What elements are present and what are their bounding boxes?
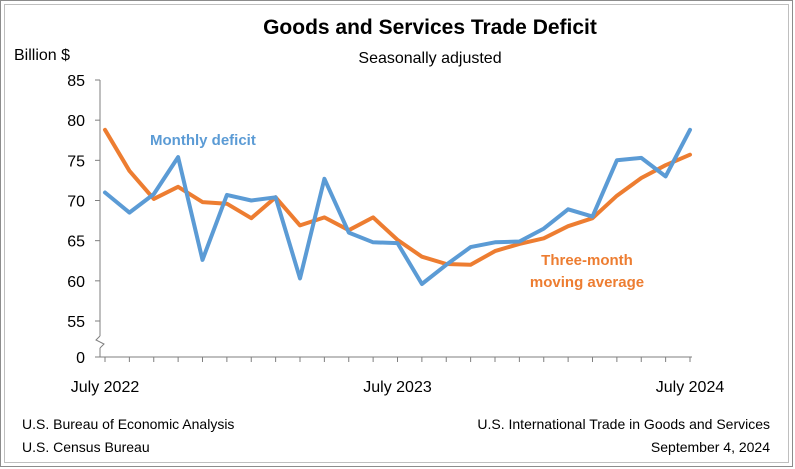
chart-frame-inner — [4, 4, 789, 463]
monthly-deficit-line — [103, 127, 692, 286]
y-tick-label: 80 — [67, 113, 85, 130]
y-tick-label: 55 — [67, 314, 85, 331]
y-tick-label: 70 — [67, 194, 85, 211]
y-axis-label: Billion $ — [14, 47, 70, 64]
series-lines — [103, 127, 692, 286]
source-right-line2: September 4, 2024 — [651, 439, 770, 455]
y-axis-break — [95, 335, 105, 349]
chart-title: Goods and Services Trade Deficit — [263, 16, 597, 39]
y-tick-label: 60 — [67, 274, 85, 291]
y-axis: 85 80 75 70 65 60 55 0 — [67, 73, 105, 367]
x-tick-label: July 2023 — [363, 379, 432, 396]
series-label-monthly: Monthly deficit — [150, 132, 256, 149]
x-tick-label: July 2022 — [71, 379, 140, 396]
x-tick-label: July 2024 — [656, 379, 725, 396]
source-left-line1: U.S. Bureau of Economic Analysis — [22, 416, 234, 432]
chart-subtitle: Seasonally adjusted — [358, 50, 501, 67]
source-left-line2: U.S. Census Bureau — [22, 439, 150, 455]
source-right-line1: U.S. International Trade in Goods and Se… — [477, 416, 770, 432]
y-tick-label: 75 — [67, 153, 85, 170]
y-tick-label: 0 — [76, 350, 85, 367]
series-label-average-line2: moving average — [530, 274, 644, 291]
y-tick-label: 85 — [67, 73, 85, 90]
y-tick-label: 65 — [67, 234, 85, 251]
series-label-average-line1: Three-month — [541, 252, 633, 269]
x-axis: July 2022 July 2023 July 2024 — [71, 356, 725, 396]
